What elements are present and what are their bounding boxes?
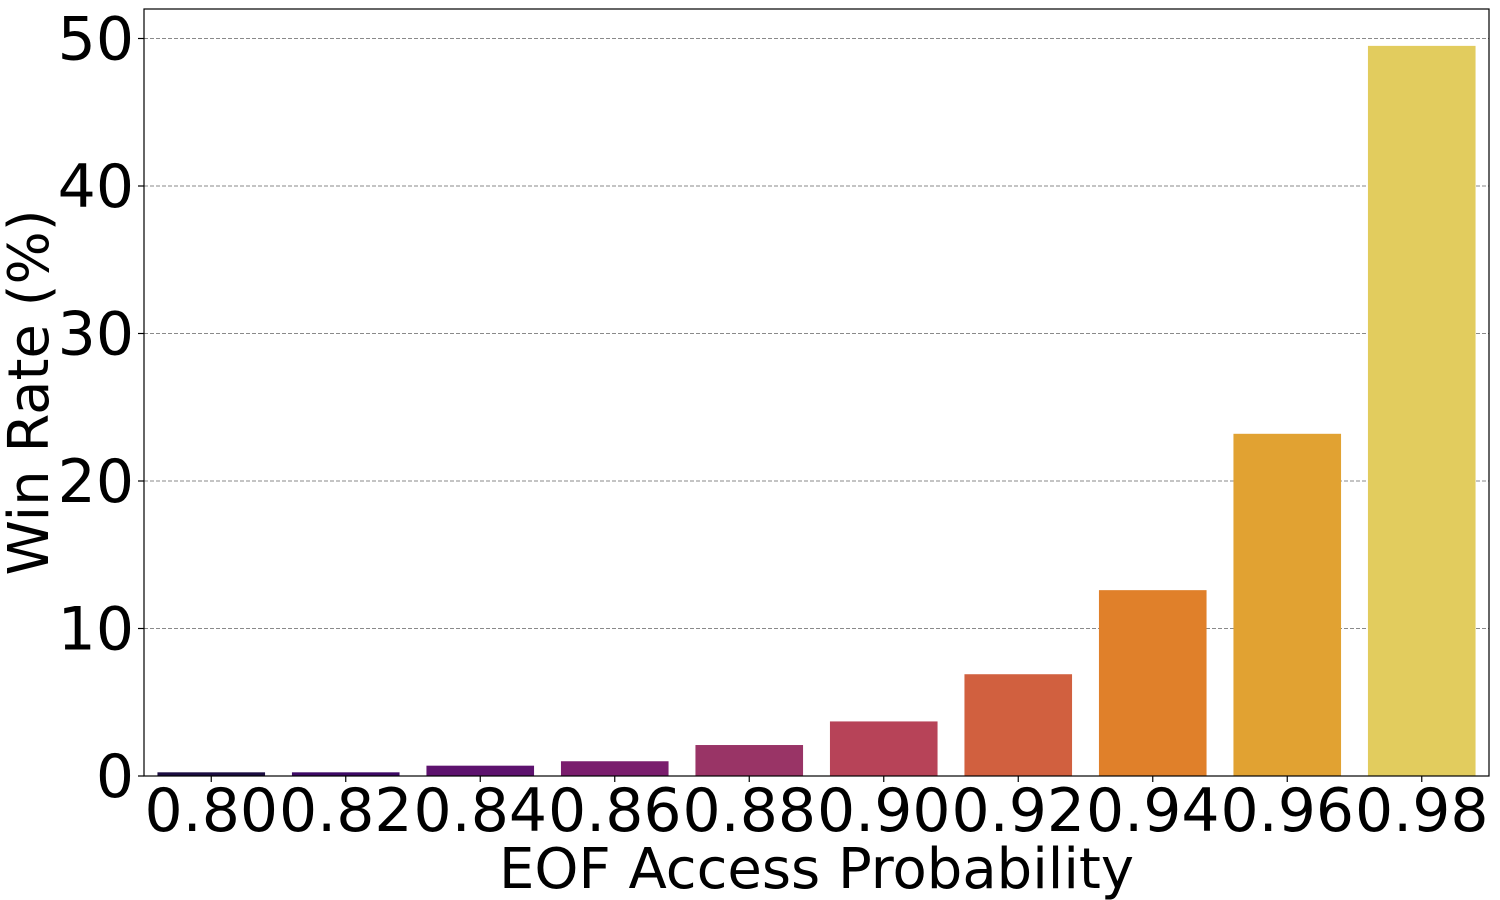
bar-0.82 <box>291 772 400 776</box>
y-axis-label: Win Rate (%) <box>0 209 62 575</box>
x-tick-label: 0.90 <box>817 776 951 846</box>
x-tick-label: 0.82 <box>279 776 413 846</box>
y-tick-label: 40 <box>58 152 134 222</box>
x-tick-label: 0.84 <box>413 776 547 846</box>
y-tick-label: 20 <box>58 447 134 517</box>
y-axis-ticks: 0 10 20 30 40 50 <box>58 5 144 812</box>
bar-0.84 <box>426 765 535 776</box>
x-tick-label: 0.92 <box>951 776 1085 846</box>
bar-0.92 <box>964 674 1073 776</box>
y-tick-label: 0 <box>96 742 134 812</box>
plot-frame <box>143 8 1490 777</box>
bar-0.96 <box>1233 433 1342 776</box>
y-tick-label: 10 <box>58 595 134 665</box>
grid-lines <box>144 38 1489 629</box>
bar-0.86 <box>560 761 669 776</box>
bar-0.98 <box>1367 45 1476 776</box>
bars <box>157 45 1476 776</box>
bar-0.90 <box>829 721 938 776</box>
x-tick-label: 0.96 <box>1220 776 1354 846</box>
y-tick-label: 30 <box>58 300 134 370</box>
x-tick-label: 0.88 <box>682 776 816 846</box>
bar-0.88 <box>695 745 804 776</box>
x-tick-label: 0.86 <box>548 776 682 846</box>
x-axis-ticks: 0.80 0.82 0.84 0.86 0.88 0.90 0.92 0.94 0.96 0.98 <box>144 776 1489 846</box>
x-axis-label: EOF Access Probability <box>499 837 1134 900</box>
bar-0.80 <box>157 772 266 776</box>
bar-0.94 <box>1098 590 1207 776</box>
y-tick-label: 50 <box>58 5 134 75</box>
x-tick-label: 0.98 <box>1355 776 1489 846</box>
x-tick-label: 0.80 <box>144 776 278 846</box>
x-tick-label: 0.94 <box>1086 776 1220 846</box>
